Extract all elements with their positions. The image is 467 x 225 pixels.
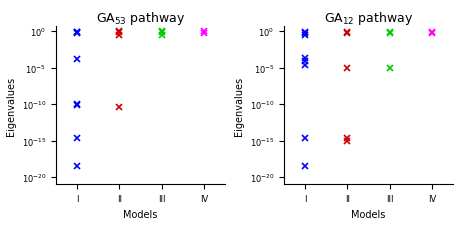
Y-axis label: Eigenvalues: Eigenvalues (6, 76, 16, 135)
X-axis label: Models: Models (351, 209, 386, 219)
Title: $\mathrm{GA}_{12}$ pathway: $\mathrm{GA}_{12}$ pathway (324, 10, 413, 27)
X-axis label: Models: Models (123, 209, 158, 219)
Title: $\mathrm{GA}_{53}$ pathway: $\mathrm{GA}_{53}$ pathway (96, 10, 185, 27)
Y-axis label: Eigenvalues: Eigenvalues (234, 76, 244, 135)
